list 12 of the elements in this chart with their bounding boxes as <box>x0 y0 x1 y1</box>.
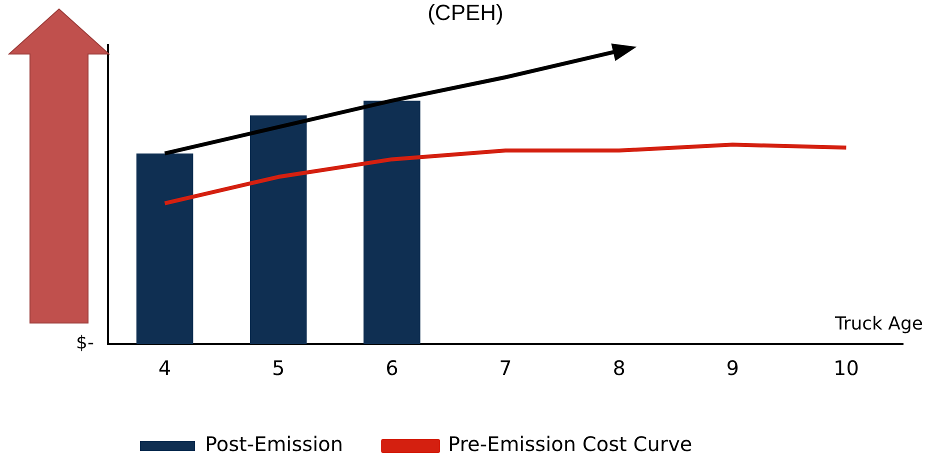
legend-label: Post-Emission <box>205 432 344 456</box>
chart-title: (CPEH) <box>426 0 504 26</box>
x-tick-label: 10 <box>833 356 859 380</box>
text: $- <box>76 332 94 354</box>
x-tick-label: 9 <box>726 356 740 380</box>
x-tick-label: 6 <box>386 356 398 380</box>
x-tick-label: 4 <box>158 356 172 380</box>
x-tick-label: 5 <box>272 356 285 380</box>
x-tick-label: 8 <box>612 356 626 380</box>
x-axis-title: Truck Age <box>834 314 923 335</box>
legend-label: Pre-Emission Cost Curve <box>448 432 692 456</box>
x-tick-label: 7 <box>499 356 512 380</box>
